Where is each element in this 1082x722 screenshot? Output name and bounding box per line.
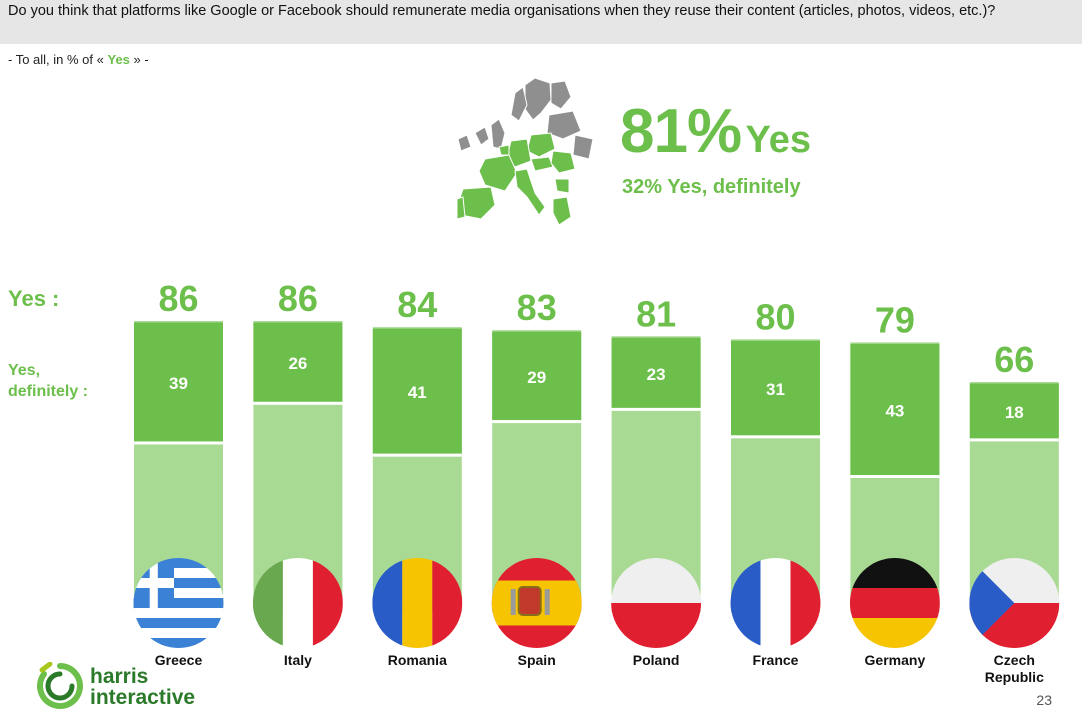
flag-part	[282, 558, 313, 648]
flag-part	[402, 558, 433, 648]
spain-flag-icon	[491, 558, 582, 648]
flag-inner	[252, 558, 343, 648]
bar-definitely	[134, 322, 223, 442]
value-label-yes: 79	[875, 299, 915, 340]
flag-part	[133, 588, 224, 599]
question-text: Do you think that platforms like Google …	[0, 0, 1082, 44]
flag-inner	[849, 558, 940, 648]
value-label-definitely: 43	[885, 401, 904, 420]
category-label: Republic	[985, 669, 1044, 685]
flag-part	[133, 638, 224, 648]
flag-part	[849, 618, 940, 648]
logo-line1: harris	[90, 665, 149, 688]
bar-separator	[372, 453, 462, 457]
flag-part	[849, 588, 940, 618]
logo-line2: interactive	[90, 686, 196, 709]
value-label-definitely: 18	[1005, 403, 1024, 422]
base-prefix: - To all, in % of «	[8, 52, 104, 67]
bar-separator	[253, 401, 343, 405]
europe-map-icon	[456, 77, 594, 226]
row-label-definitely-line2: definitely :	[8, 383, 89, 400]
flag-part	[760, 558, 791, 648]
category-label: France	[753, 652, 799, 668]
value-label-definitely: 29	[527, 368, 546, 387]
category-label: Italy	[284, 652, 312, 668]
value-label-yes: 80	[755, 296, 795, 337]
value-label-definitely: 26	[288, 354, 307, 373]
row-label-yes: Yes :	[8, 286, 60, 311]
flag-inner	[611, 558, 702, 648]
category-label: Czech	[994, 652, 1035, 668]
flag-part	[517, 586, 542, 616]
bar-separator	[611, 407, 701, 411]
flag-part	[133, 558, 224, 569]
flag-part	[611, 603, 702, 648]
bar-definitely	[492, 331, 582, 421]
category-label: Poland	[633, 652, 680, 668]
flag-part	[544, 589, 550, 615]
flag-inner	[372, 558, 463, 648]
bar-separator	[850, 475, 940, 478]
flag-part	[969, 558, 1015, 648]
base-highlight: Yes	[107, 52, 130, 67]
row-label-definitely-line1: Yes,	[8, 362, 41, 379]
value-label-definitely: 23	[647, 365, 666, 384]
summary-definitely: 32% Yes, definitely	[622, 176, 801, 198]
value-label-yes: 81	[636, 293, 676, 334]
row-label-definitely: Yes, definitely :	[8, 360, 88, 402]
poland-flag-icon	[611, 558, 702, 648]
bar-separator	[134, 441, 223, 445]
flag-inner	[491, 558, 582, 648]
bar-separator	[969, 438, 1059, 442]
summary-yes-pct: 81%	[620, 97, 742, 166]
value-label-definitely: 41	[408, 383, 427, 402]
bar-definitely	[731, 340, 820, 436]
flag-inner	[730, 558, 821, 648]
flag-part	[133, 578, 174, 588]
value-label-yes: 86	[278, 278, 318, 319]
italy-flag-icon	[252, 558, 343, 648]
category-label: Romania	[388, 652, 447, 668]
base-suffix: » -	[133, 52, 149, 67]
flag-part	[133, 568, 224, 579]
flag-part	[133, 628, 224, 639]
summary-yes-word: Yes	[745, 119, 812, 161]
flag-inner	[133, 558, 224, 648]
value-label-yes: 66	[994, 339, 1034, 380]
flag-part	[510, 589, 516, 615]
harris-logo-text: harris interactive	[90, 666, 195, 708]
greece-flag-icon	[133, 558, 224, 648]
bar-separator	[492, 420, 582, 424]
germany-flag-icon	[849, 558, 940, 648]
bar-definitely	[850, 343, 940, 475]
flag-part	[133, 618, 224, 629]
romania-flag-icon	[372, 558, 463, 648]
flag-part	[133, 578, 224, 589]
value-label-definitely: 31	[766, 380, 785, 399]
flag-part	[133, 608, 224, 619]
france-flag-icon	[730, 558, 821, 648]
base-note: - To all, in % of « Yes » -	[8, 52, 149, 67]
czech-flag-icon	[969, 558, 1060, 648]
bar-definitely	[253, 322, 343, 402]
value-label-definitely: 39	[169, 374, 188, 393]
bar-definitely	[969, 383, 1059, 439]
flag-inner	[969, 558, 1060, 648]
category-label: Spain	[518, 652, 556, 668]
flag-part	[133, 598, 224, 609]
bar-definitely	[611, 337, 701, 408]
value-label-yes: 86	[158, 278, 198, 319]
harris-logo-icon	[37, 662, 83, 709]
value-label-yes: 84	[397, 284, 437, 325]
category-label: Greece	[155, 652, 203, 668]
bar-definitely	[372, 328, 462, 454]
category-label: Germany	[865, 652, 926, 668]
bar-separator	[731, 435, 820, 439]
value-label-yes: 83	[517, 287, 557, 328]
summary-yes: 81% Yes	[620, 96, 811, 167]
page-number: 23	[1036, 692, 1052, 708]
